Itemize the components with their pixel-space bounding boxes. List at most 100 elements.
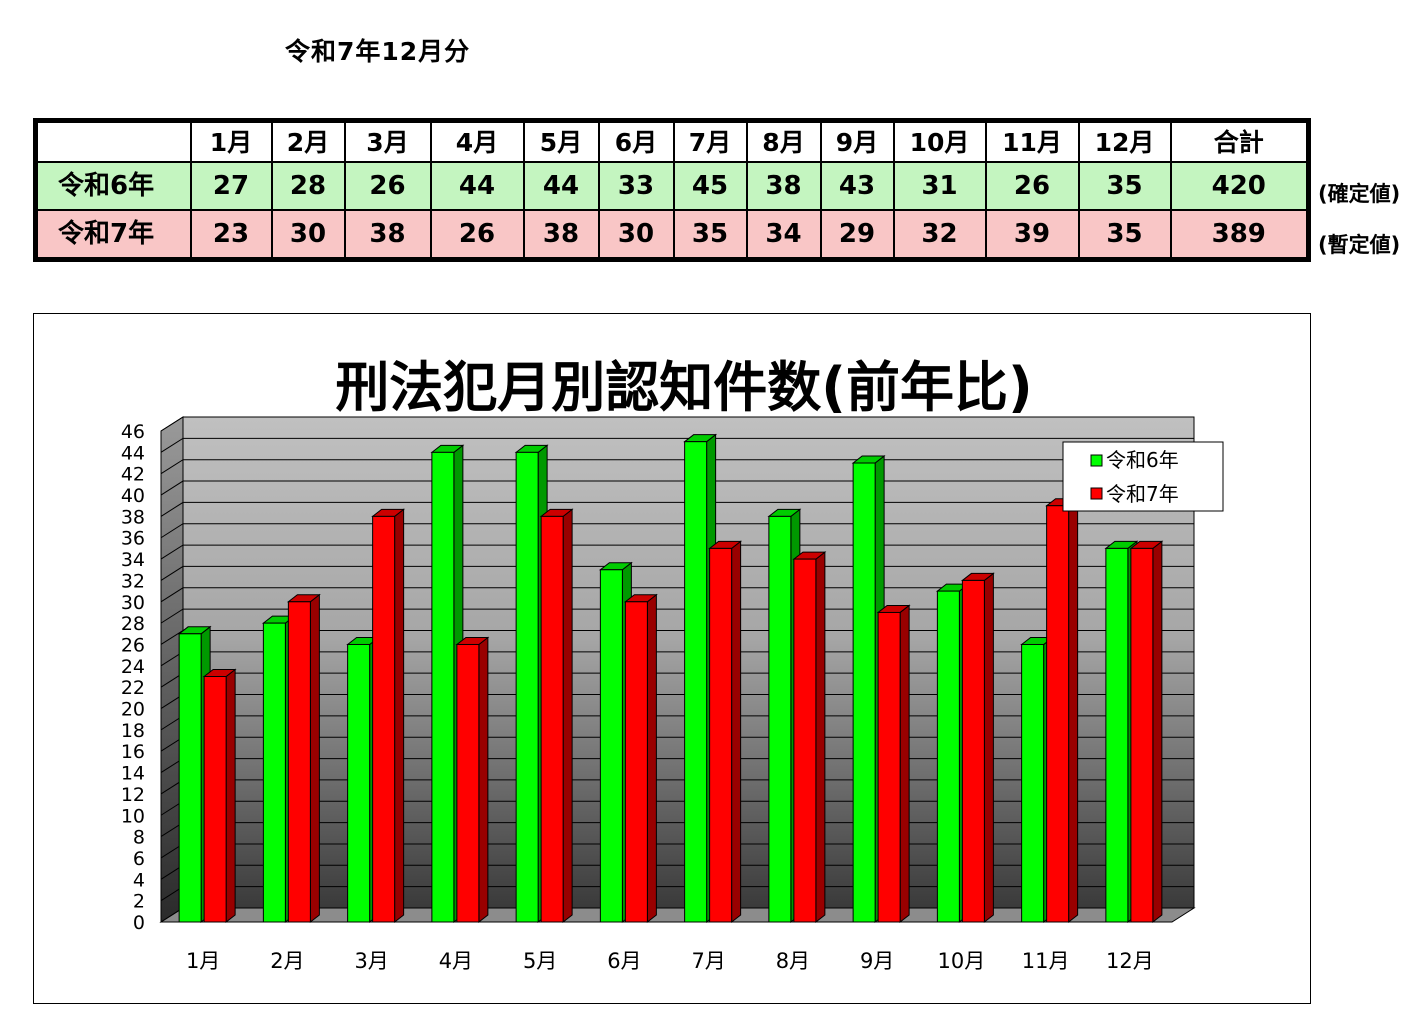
header-month-cell: 5月: [522, 119, 600, 163]
chart-title: 刑法犯月別認知件数(前年比): [335, 356, 1032, 419]
legend-swatch-reiwa7: [1090, 487, 1103, 500]
bar-reiwa7: [793, 558, 817, 923]
y-tick-label: 28: [121, 613, 145, 635]
value-cell: 28: [270, 161, 346, 211]
gridline: [160, 437, 1194, 453]
x-tick-label: 9月: [860, 949, 894, 973]
monthly-count-table: 1月 2月 3月 4月 5月 6月 7月 8月 9月 10月 11月 12月 合…: [33, 118, 1311, 262]
value-cell: 30: [597, 209, 675, 261]
bar-reiwa7: [456, 643, 480, 923]
value-cell: 34: [745, 209, 822, 261]
x-tick-label: 11月: [1022, 949, 1070, 973]
value-cell: 32: [892, 209, 987, 261]
bar-reiwa7-side: [899, 604, 910, 924]
x-tick-label: 4月: [439, 949, 473, 973]
x-tick-label: 3月: [354, 949, 388, 973]
y-tick-label: 40: [121, 485, 145, 507]
value-cell: 35: [1077, 161, 1172, 211]
bar-reiwa7-side: [309, 593, 320, 924]
x-tick-label: 6月: [607, 949, 641, 973]
bar-reiwa6: [431, 451, 455, 923]
value-cell: 38: [745, 161, 822, 211]
bar-reiwa6: [262, 622, 286, 923]
legend-box: [1062, 441, 1224, 512]
y-tick-label: 8: [133, 827, 145, 849]
bar-reiwa7: [1130, 547, 1154, 923]
bar-reiwa7-side: [646, 593, 657, 924]
bar-reiwa7-side: [394, 508, 405, 924]
table-row-reiwa7: 令和7年 23 30 38 26 38 30 35 34 29 32 39 35…: [34, 209, 1310, 261]
bar-reiwa7-side: [562, 508, 573, 924]
bar-reiwa6: [684, 441, 708, 923]
legend-swatch-reiwa6: [1090, 454, 1103, 467]
x-tick-label: 12月: [1106, 949, 1154, 973]
chart-container: 刑法犯月別認知件数(前年比) 0 2 4 6 8 10 12 14 16 18 20 22 24 26 28…: [33, 313, 1311, 1004]
y-tick-label: 32: [121, 570, 145, 592]
value-cell: 35: [1077, 209, 1172, 261]
bar-reiwa6: [347, 643, 371, 923]
bar-reiwa7: [877, 611, 901, 923]
bar-reiwa6: [515, 451, 539, 923]
header-month-cell: 3月: [343, 119, 432, 163]
bar-reiwa7: [372, 515, 396, 923]
bar-reiwa7-side: [815, 551, 826, 924]
y-tick-label: 36: [121, 528, 145, 550]
value-cell: 31: [892, 161, 987, 211]
value-cell: 26: [343, 161, 432, 211]
row-label: 令和6年: [34, 161, 192, 211]
bar-reiwa7: [540, 515, 564, 923]
y-tick-label: 4: [133, 869, 145, 891]
header-month-cell: 1月: [189, 119, 273, 163]
header-month-cell: 4月: [429, 119, 525, 163]
x-tick-label: 5月: [523, 949, 557, 973]
y-tick-label: 22: [121, 677, 145, 699]
bar-reiwa7-side: [478, 636, 489, 924]
y-tick-label: 26: [121, 634, 145, 656]
value-cell: 35: [672, 209, 748, 261]
header-month-cell: 7月: [672, 119, 748, 163]
value-cell: 43: [819, 161, 895, 211]
header-month-cell: 8月: [745, 119, 822, 163]
y-tick-label: 24: [121, 656, 145, 678]
y-tick-label: 34: [121, 549, 145, 571]
y-tick-label: 18: [121, 720, 145, 742]
value-cell: 44: [522, 161, 600, 211]
bar-reiwa7-side: [1152, 540, 1163, 924]
value-cell: 39: [984, 209, 1080, 261]
y-tick-label: 30: [121, 592, 145, 614]
total-cell: 420: [1169, 161, 1310, 211]
y-tick-label: 2: [133, 891, 145, 913]
x-tick-label: 10月: [938, 949, 986, 973]
bar-reiwa6: [178, 633, 202, 923]
value-cell: 29: [819, 209, 895, 261]
value-cell: 26: [429, 209, 525, 261]
bar-reiwa7-side: [983, 572, 994, 924]
header-month-cell: 9月: [819, 119, 895, 163]
bar-reiwa6: [1021, 643, 1045, 923]
provisional-note: (暫定値): [1318, 233, 1401, 257]
bar-reiwa7: [961, 579, 985, 923]
value-cell: 27: [189, 161, 273, 211]
table-row-reiwa6: 令和6年 27 28 26 44 44 33 45 38 43 31 26 35…: [34, 161, 1310, 211]
bar-reiwa7-side: [1068, 497, 1079, 924]
y-tick-label: 20: [121, 699, 145, 721]
value-cell: 33: [597, 161, 675, 211]
bar-reiwa7: [709, 547, 733, 923]
value-cell: 23: [189, 209, 273, 261]
value-cell: 44: [429, 161, 525, 211]
header-month-cell: 10月: [892, 119, 987, 163]
header-month-cell: 6月: [597, 119, 675, 163]
bar-reiwa7: [624, 601, 648, 923]
y-tick-label: 46: [121, 421, 145, 443]
value-cell: 38: [522, 209, 600, 261]
row-label: 令和7年: [34, 209, 192, 261]
bar-reiwa7: [203, 676, 227, 923]
bar-reiwa6: [936, 590, 960, 923]
x-tick-label: 1月: [186, 949, 220, 973]
gridline: [160, 416, 1194, 432]
value-cell: 45: [672, 161, 748, 211]
total-cell: 389: [1169, 209, 1310, 261]
y-tick-label: 44: [121, 442, 145, 464]
header-corner-cell: [34, 119, 192, 163]
y-tick-label: 6: [133, 848, 145, 870]
